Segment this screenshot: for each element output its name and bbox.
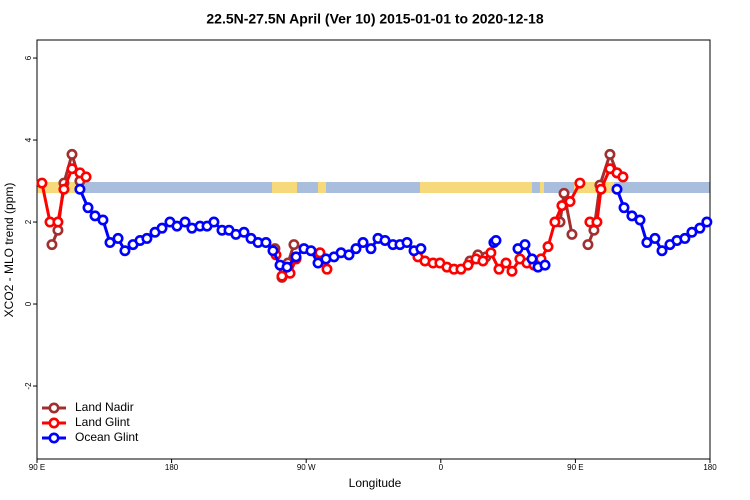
data-point: [415, 243, 427, 255]
data-point: [89, 210, 101, 222]
y-tick-label: 2: [24, 219, 33, 224]
x-axis-label: Longitude: [349, 476, 402, 490]
data-point: [539, 259, 551, 271]
data-point: [119, 245, 131, 257]
data-point: [694, 222, 706, 234]
legend-marker: [48, 432, 60, 444]
data-point: [97, 214, 109, 226]
land-band: [540, 182, 544, 193]
chart-title: 22.5N-27.5N April (Ver 10) 2015-01-01 to…: [206, 11, 543, 27]
data-point: [82, 202, 94, 214]
x-tick-label: 180: [165, 463, 179, 472]
land-band: [37, 182, 77, 193]
data-point: [36, 177, 48, 189]
data-point: [66, 148, 78, 160]
data-point: [542, 241, 554, 253]
data-point: [679, 232, 691, 244]
x-tick-label: 180: [703, 463, 717, 472]
data-point: [634, 214, 646, 226]
data-point: [401, 237, 413, 249]
data-point: [564, 196, 576, 208]
data-point: [604, 148, 616, 160]
data-point: [686, 226, 698, 238]
data-point: [519, 239, 531, 251]
data-point: [595, 183, 607, 195]
data-point: [582, 239, 594, 251]
data-point: [52, 216, 64, 228]
data-point: [493, 263, 505, 275]
data-point: [611, 183, 623, 195]
y-tick-label: 0: [24, 301, 33, 306]
data-point: [74, 183, 86, 195]
data-point: [312, 257, 324, 269]
data-point: [357, 237, 369, 249]
data-point: [558, 187, 570, 199]
data-point: [112, 232, 124, 244]
data-point: [281, 261, 293, 273]
plot-frame: [36, 39, 711, 460]
data-point: [288, 239, 300, 251]
data-point: [343, 249, 355, 261]
x-tick-label: 90 W: [297, 463, 316, 472]
y-tick-label: 6: [24, 55, 33, 60]
land-band: [318, 182, 326, 193]
data-point: [526, 253, 538, 265]
legend-marker: [48, 402, 60, 414]
data-point: [66, 163, 78, 175]
data-point: [46, 239, 58, 251]
map-strip: [37, 182, 710, 193]
data-point: [549, 216, 561, 228]
data-point: [506, 265, 518, 277]
data-point: [171, 220, 183, 232]
x-tick-label: 90 E: [567, 463, 583, 472]
data-point: [701, 216, 713, 228]
data-point: [500, 257, 512, 269]
data-point: [626, 210, 638, 222]
data-point: [617, 171, 629, 183]
data-point: [290, 251, 302, 263]
data-point: [260, 237, 272, 249]
data-point: [80, 171, 92, 183]
data-point: [379, 234, 391, 246]
data-point: [267, 245, 279, 257]
land-band: [420, 182, 532, 193]
data-point: [462, 259, 474, 271]
data-point: [305, 245, 317, 257]
ocean-band: [37, 182, 710, 193]
data-point: [477, 255, 489, 267]
legend-label: Land Glint: [75, 415, 130, 429]
data-point: [208, 216, 220, 228]
land-band: [574, 182, 614, 193]
data-point: [485, 247, 497, 259]
data-point: [566, 228, 578, 240]
y-tick-label: -2: [24, 382, 33, 390]
data-point: [156, 222, 168, 234]
data-point: [618, 202, 630, 214]
data-point: [574, 177, 586, 189]
data-point: [321, 263, 333, 275]
data-point: [141, 232, 153, 244]
data-point: [591, 216, 603, 228]
data-point: [350, 243, 362, 255]
data-point: [179, 216, 191, 228]
x-tick-label: 90 E: [29, 463, 45, 472]
legend-label: Land Nadir: [75, 400, 134, 414]
land-band: [272, 182, 297, 193]
x-tick-label: 0: [439, 463, 444, 472]
data-point: [556, 200, 568, 212]
legend-label: Ocean Glint: [75, 430, 139, 444]
data-point: [238, 226, 250, 238]
y-axis-label: XCO2 - MLO trend (ppm): [2, 183, 16, 318]
data-point: [490, 234, 502, 246]
data-point: [641, 237, 653, 249]
data-point: [104, 237, 116, 249]
data-point: [365, 243, 377, 255]
data-point: [656, 245, 668, 257]
data-point: [649, 232, 661, 244]
legend-marker: [48, 417, 60, 429]
y-tick-label: 4: [24, 137, 33, 142]
data-point: [58, 183, 70, 195]
